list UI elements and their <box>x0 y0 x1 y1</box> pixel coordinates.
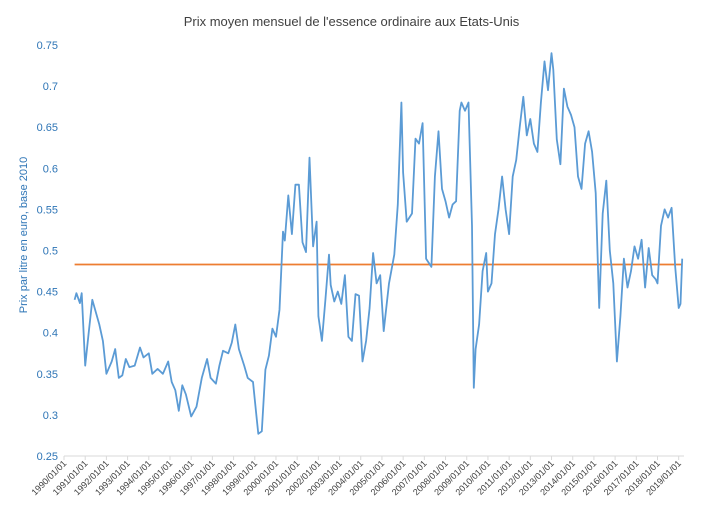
series-line-price <box>73 52 684 435</box>
y-tick-label: 0.6 <box>43 163 58 175</box>
y-axis-ticks: 0.25 0.3 0.35 0.4 0.45 0.5 0.55 0.6 0.65 0.7 0.75 <box>37 40 58 463</box>
y-tick-label: 0.25 <box>37 451 58 463</box>
y-tick-label: 0.55 <box>37 204 58 216</box>
x-axis-ticks: 1990/01/011991/01/011992/01/011993/01/01… <box>29 456 683 497</box>
series-group <box>73 52 684 435</box>
y-tick-label: 0.3 <box>43 410 58 422</box>
y-tick-label: 0.7 <box>43 81 58 93</box>
chart-title: Prix moyen mensuel de l'essence ordinair… <box>183 14 520 29</box>
y-tick-label: 0.4 <box>43 328 58 340</box>
y-tick-label: 0.5 <box>43 246 58 258</box>
y-tick-label: 0.45 <box>37 287 58 299</box>
y-tick-label: 0.65 <box>37 122 58 134</box>
y-tick-label: 0.75 <box>37 40 58 52</box>
y-tick-label: 0.35 <box>37 369 58 381</box>
